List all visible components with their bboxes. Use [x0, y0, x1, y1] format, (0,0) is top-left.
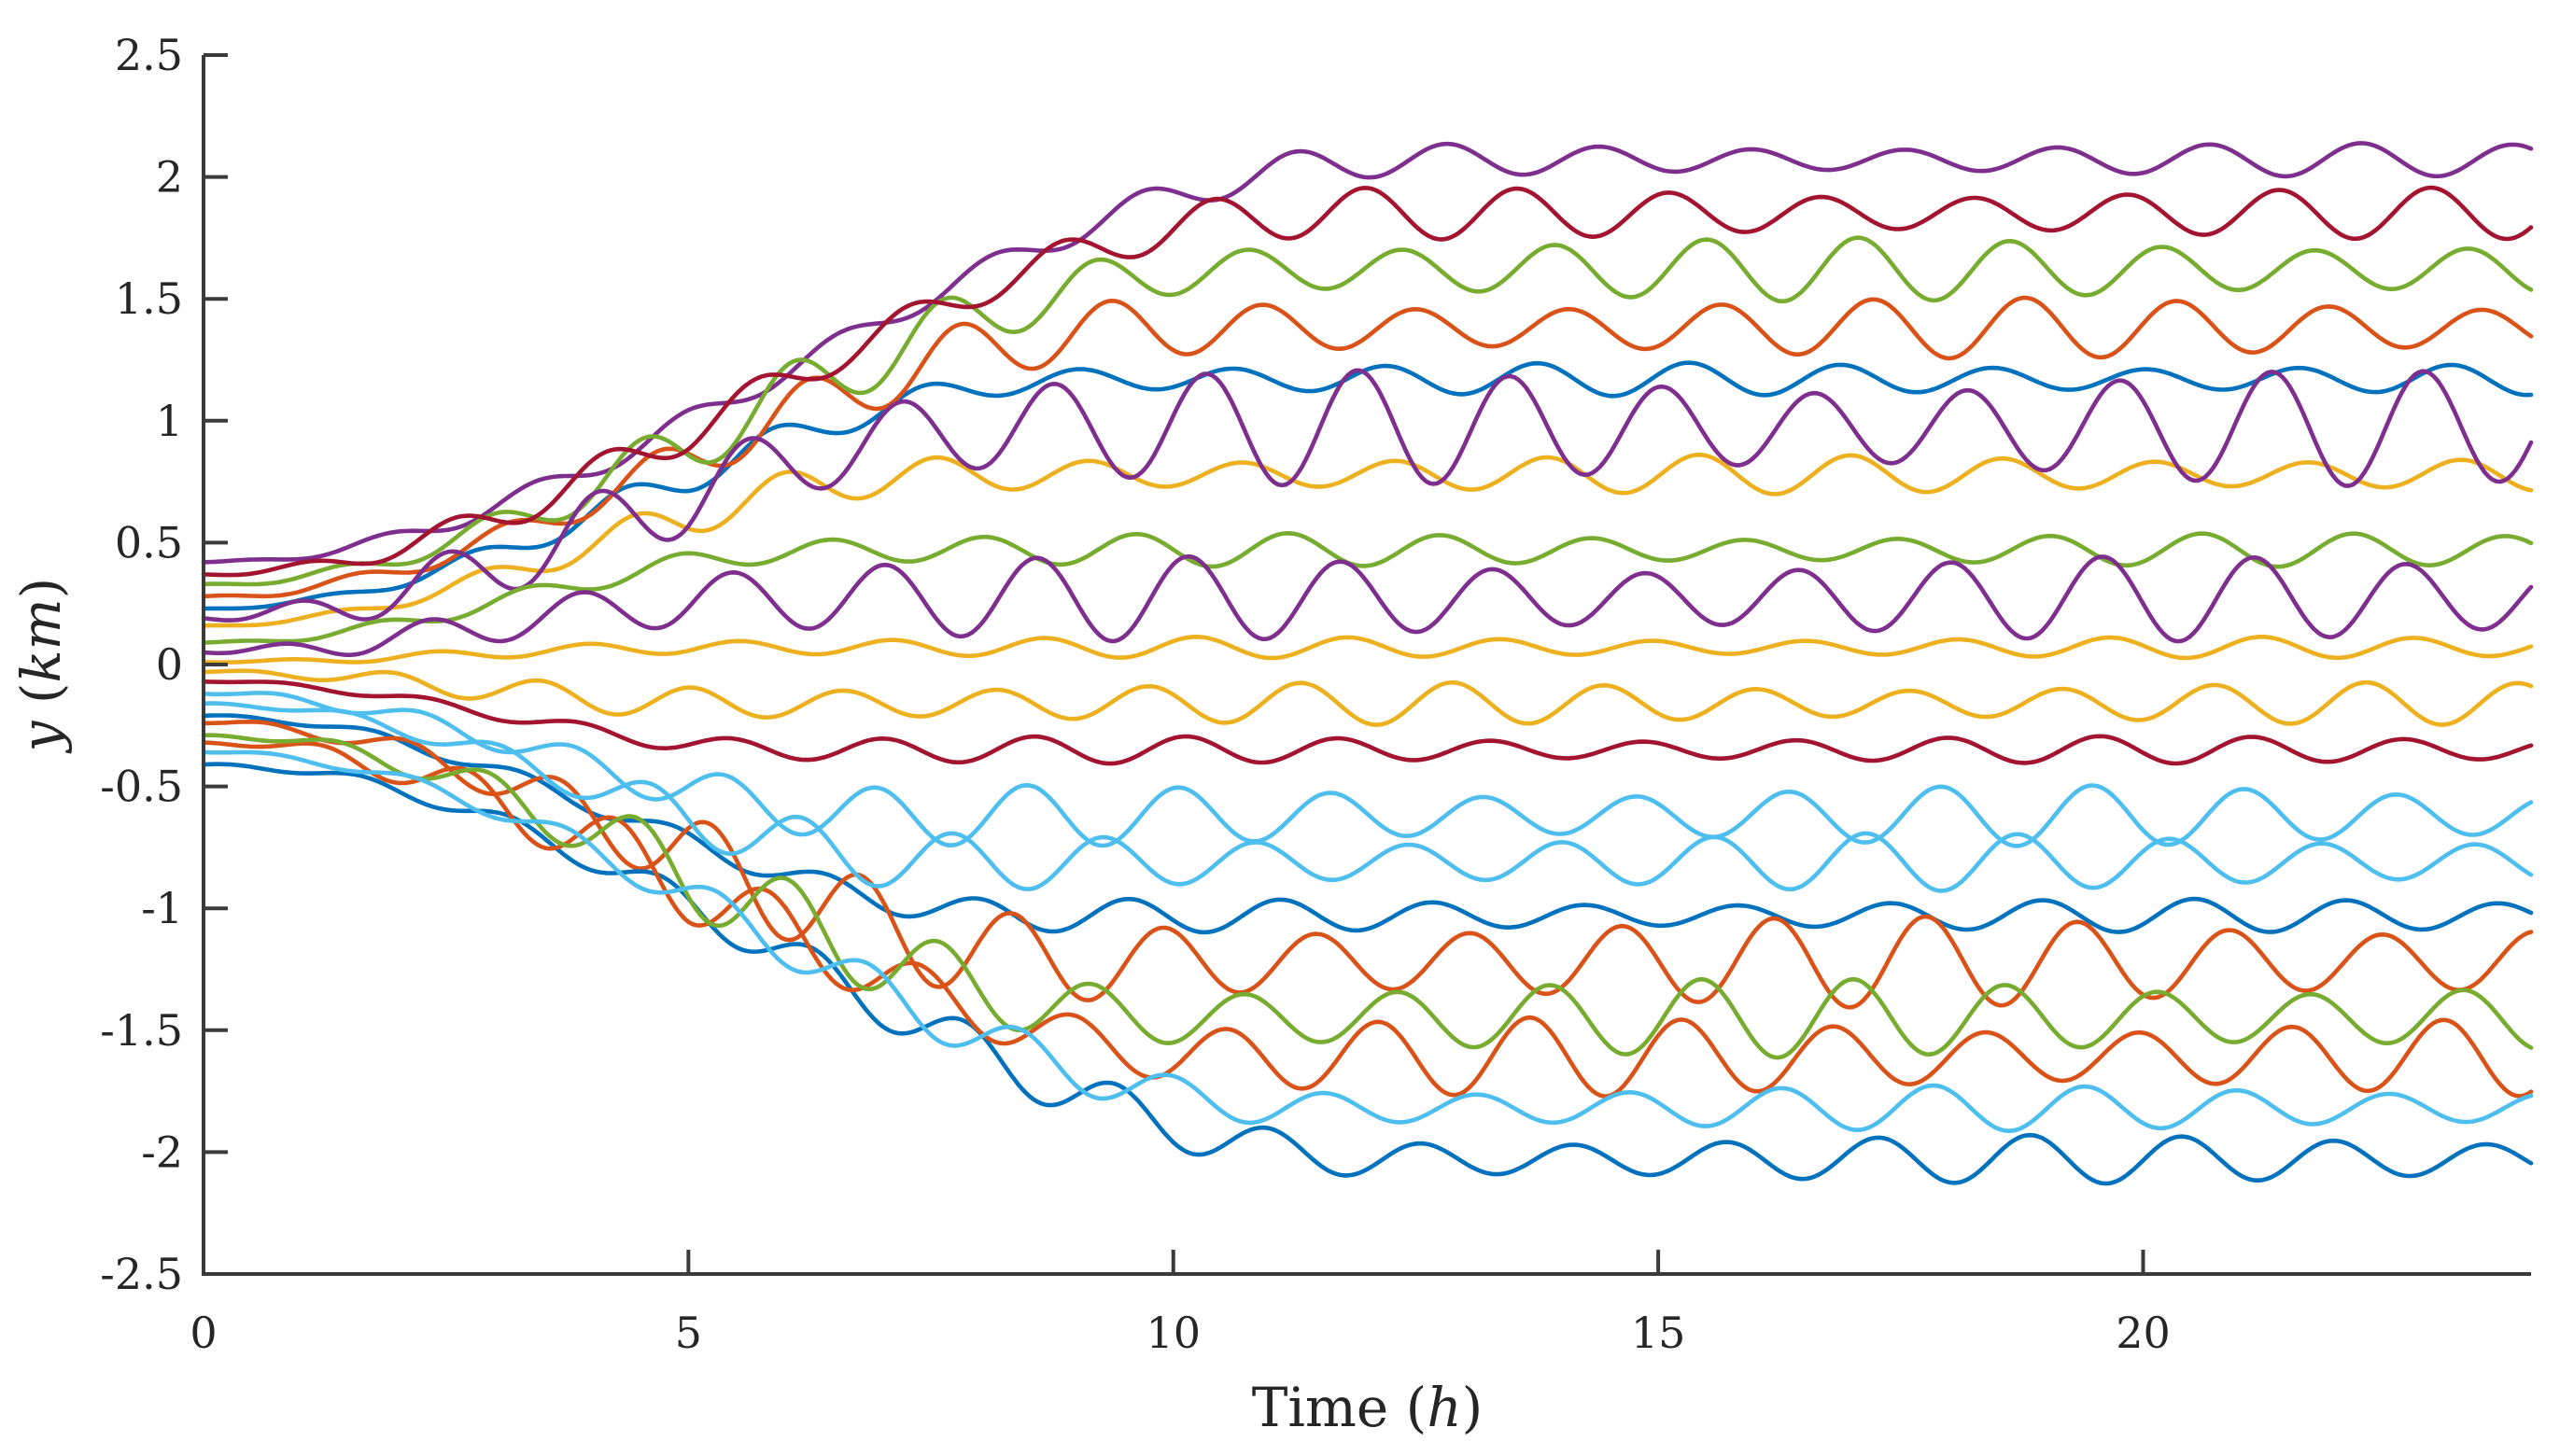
series-line-trajectory-14	[201, 679, 2534, 766]
series-line-trajectory-07	[201, 185, 2534, 578]
series-line-trajectory-19	[201, 733, 2534, 1060]
y-tick-label: -2.5	[100, 1249, 183, 1299]
series-line-trajectory-15	[201, 762, 2534, 1186]
y-axis-label: y (km)	[9, 578, 73, 755]
series-line-trajectory-02	[201, 295, 2534, 599]
series-line-trajectory-03	[201, 635, 2534, 665]
y-tick-label: -1	[141, 883, 183, 933]
series-line-trajectory-05	[201, 235, 2534, 587]
y-tick-label: 2.5	[115, 30, 183, 80]
axis-labels-group: Time (h) y (km)	[9, 578, 1483, 1439]
series-line-trajectory-17	[201, 668, 2534, 727]
y-tick-label: 1	[156, 396, 183, 446]
y-tick-label: 0	[156, 639, 183, 690]
tick-labels-group: 2.521.510.50-0.5-1-1.5-2-2.50 5 10 15 20	[100, 30, 2170, 1358]
axes-group	[202, 53, 2531, 1276]
x-tick-label: 20	[2116, 1308, 2171, 1358]
y-tick-label: -2	[141, 1127, 183, 1177]
x-axis-label: Time (h)	[1252, 1376, 1484, 1439]
series-line-trajectory-11	[201, 368, 2534, 623]
y-tick-label: -0.5	[100, 762, 183, 812]
series-line-trajectory-12	[201, 531, 2534, 645]
series-line-trajectory-13	[201, 701, 2534, 893]
x-tick-label: 10	[1146, 1308, 1201, 1358]
series-line-trajectory-16	[201, 740, 2534, 1099]
series-group	[201, 141, 2534, 1186]
x-tick-label: 0	[190, 1308, 217, 1358]
x-tick-label: 15	[1631, 1308, 1686, 1358]
axis-spines	[202, 55, 2531, 1276]
y-tick-label: 2	[156, 152, 183, 203]
series-line-trajectory-06	[201, 691, 2534, 848]
series-line-trajectory-04	[201, 141, 2534, 565]
series-line-trajectory-20	[201, 749, 2534, 1133]
y-tick-label: 0.5	[115, 517, 183, 567]
x-tick-label: 5	[675, 1308, 702, 1358]
series-line-trajectory-18	[201, 553, 2534, 657]
y-tick-label: -1.5	[100, 1005, 183, 1056]
y-tick-label: 1.5	[115, 273, 183, 324]
series-line-trajectory-10	[201, 453, 2534, 628]
